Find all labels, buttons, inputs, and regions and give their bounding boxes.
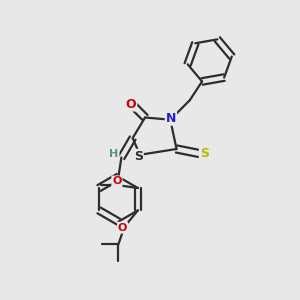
Text: H: H — [109, 149, 119, 159]
Text: O: O — [112, 176, 122, 187]
Text: O: O — [118, 223, 127, 233]
Text: N: N — [166, 112, 176, 125]
Text: S: S — [200, 147, 209, 160]
Text: S: S — [134, 150, 143, 163]
Text: O: O — [126, 98, 136, 110]
